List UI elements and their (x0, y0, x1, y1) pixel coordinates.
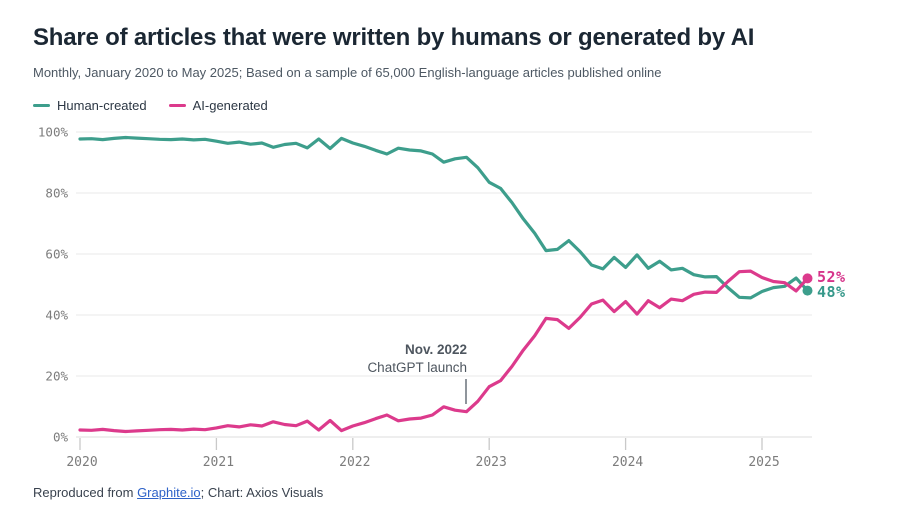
legend-item-human: Human-created (33, 98, 147, 113)
series-end-dot-human-created (802, 285, 813, 296)
y-tick-label: 80% (45, 186, 68, 201)
chart-legend: Human-created AI-generated (33, 98, 268, 113)
y-tick-label: 0% (53, 430, 69, 445)
y-tick-label: 100% (38, 125, 69, 140)
y-tick-label: 20% (45, 369, 68, 384)
annotation-line1: Nov. 2022 (404, 342, 467, 357)
legend-swatch-ai (168, 103, 186, 108)
annotation-line2: ChatGPT launch (367, 359, 467, 375)
x-tick-label: 2024 (612, 455, 643, 470)
series-end-dot-ai-generated (802, 273, 813, 284)
annotation-pointer-line (465, 379, 467, 404)
x-tick-label: 2021 (203, 455, 234, 470)
series-line-human-created (78, 135, 810, 300)
legend-label: AI-generated (192, 98, 268, 113)
chatgpt-launch-annotation: Nov. 2022 ChatGPT launch (250, 341, 467, 377)
x-tick-label: 2020 (66, 455, 97, 470)
source-credit: Reproduced from Graphite.io; Chart: Axio… (33, 485, 323, 500)
series-line-ai-generated (78, 269, 810, 434)
x-tick-label: 2023 (476, 455, 507, 470)
page-title: Share of articles that were written by h… (33, 24, 755, 51)
chart-subtitle: Monthly, January 2020 to May 2025; Based… (33, 65, 662, 80)
y-tick-label: 40% (45, 308, 68, 323)
end-value-label-human: 48% (817, 283, 846, 301)
source-prefix: Reproduced from (33, 485, 138, 500)
x-tick-label: 2025 (748, 455, 779, 470)
legend-swatch-human (33, 103, 50, 108)
source-suffix: ; Chart: Axios Visuals (200, 485, 324, 500)
legend-item-ai: AI-generated (168, 98, 268, 113)
legend-label: Human-created (57, 98, 147, 113)
end-value-label-ai: 52% (817, 268, 846, 286)
x-tick-label: 2022 (339, 455, 370, 470)
y-tick-label: 60% (45, 247, 68, 262)
graphite-link[interactable]: Graphite.io (137, 485, 201, 500)
